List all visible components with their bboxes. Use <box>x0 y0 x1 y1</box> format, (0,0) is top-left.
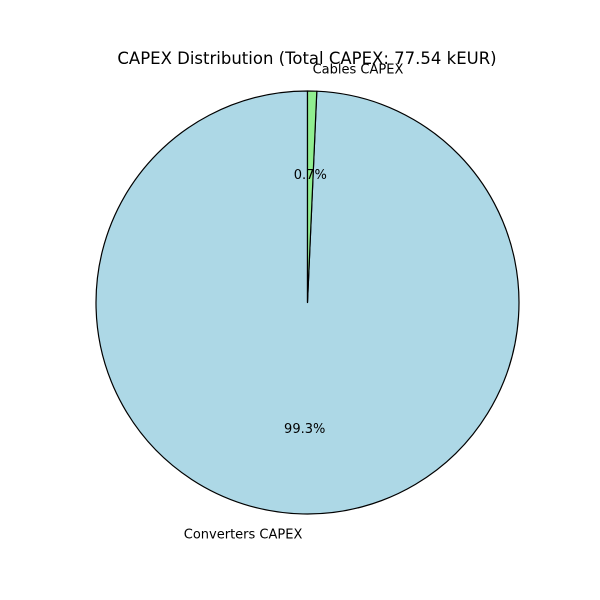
pie-slices <box>95 90 520 515</box>
pie-labels: Converters CAPEX 99.3% Cables CAPEX 0.7% <box>184 62 404 542</box>
slice-label: Converters CAPEX <box>184 528 303 543</box>
pie-slice-cables-capex <box>306 90 318 304</box>
slice-label: Cables CAPEX <box>313 62 404 77</box>
chart-title: CAPEX Distribution (Total CAPEX: 77.54 k… <box>117 49 496 68</box>
slice-percent-label: 99.3% <box>284 422 325 437</box>
slice-percent-label: 0.7% <box>294 168 327 183</box>
